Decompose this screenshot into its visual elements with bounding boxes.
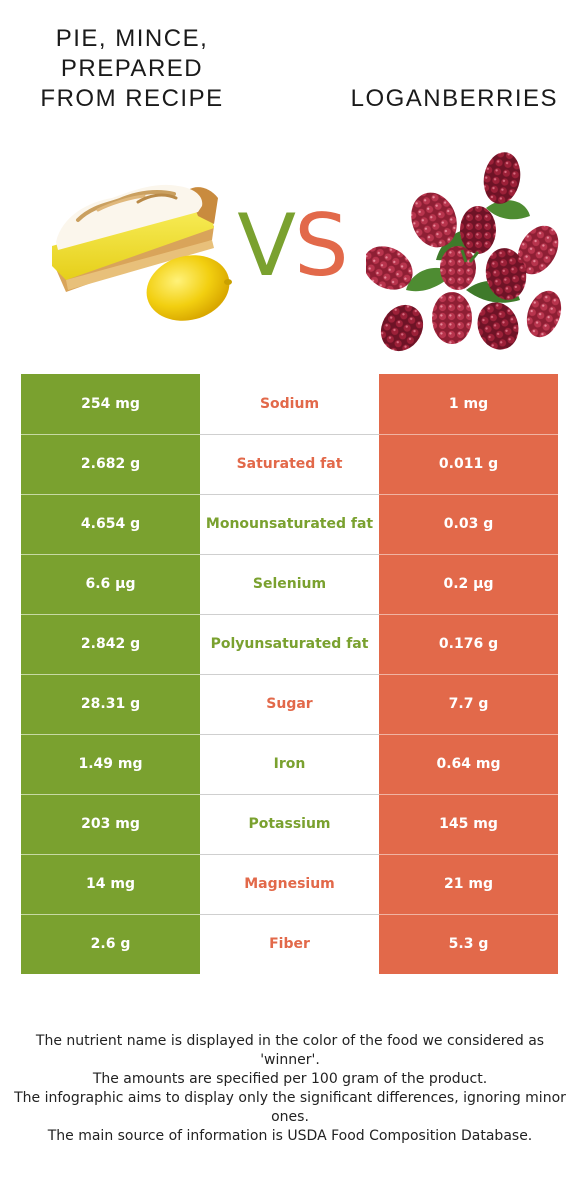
nutrient-name: Magnesium (200, 854, 379, 915)
right-value: 0.011 g (379, 434, 558, 495)
left-food-title: Pie, mince, prepared from recipe (40, 25, 224, 112)
nutrient-name: Iron (200, 734, 379, 795)
vs-v: V (237, 196, 296, 296)
table-row: 28.31 g Sugar 7.7 g (21, 674, 558, 735)
nutrient-name: Saturated fat (200, 434, 379, 495)
nutrient-name: Polyunsaturated fat (200, 614, 379, 675)
left-value: 1.49 mg (21, 734, 200, 795)
left-value: 14 mg (21, 854, 200, 915)
right-value: 0.03 g (379, 494, 558, 555)
nutrient-name: Selenium (200, 554, 379, 615)
left-value: 2.6 g (21, 914, 200, 974)
nutrient-name: Monounsaturated fat (200, 494, 379, 555)
footer-line: The amounts are specified per 100 gram o… (92, 1071, 488, 1087)
right-value: 1 mg (379, 374, 558, 435)
nutrient-name: Potassium (200, 794, 379, 855)
vs-label: VS (222, 196, 362, 296)
left-value: 203 mg (21, 794, 200, 855)
table-row: 14 mg Magnesium 21 mg (21, 854, 558, 915)
left-value: 2.682 g (21, 434, 200, 495)
nutrient-name: Sodium (200, 374, 379, 435)
table-row: 1.49 mg Iron 0.64 mg (21, 734, 558, 795)
left-value: 254 mg (21, 374, 200, 435)
right-food-title: Loganberries (350, 85, 558, 112)
footer-line: The main source of information is USDA F… (47, 1128, 533, 1144)
right-value: 7.7 g (379, 674, 558, 735)
vs-s: S (294, 196, 349, 296)
pie-image (52, 184, 232, 321)
table-row: 2.682 g Saturated fat 0.011 g (21, 434, 558, 495)
table-row: 254 mg Sodium 1 mg (21, 374, 558, 435)
footer-notes: The nutrient name is displayed in the co… (14, 1032, 566, 1146)
loganberries-image (366, 152, 562, 352)
right-value: 5.3 g (379, 914, 558, 974)
right-value: 0.2 µg (379, 554, 558, 615)
footer-line: The nutrient name is displayed in the co… (35, 1033, 545, 1068)
table-row: 4.654 g Monounsaturated fat 0.03 g (21, 494, 558, 555)
table-row: 2.6 g Fiber 5.3 g (21, 914, 558, 974)
nutrient-name: Sugar (200, 674, 379, 735)
footer-line: The infographic aims to display only the… (14, 1090, 566, 1125)
left-value: 4.654 g (21, 494, 200, 555)
right-value: 145 mg (379, 794, 558, 855)
right-value: 0.64 mg (379, 734, 558, 795)
comparison-table: 254 mg Sodium 1 mg 2.682 g Saturated fat 0.01… (21, 374, 558, 974)
left-value: 2.842 g (21, 614, 200, 675)
right-value: 21 mg (379, 854, 558, 915)
left-value: 28.31 g (21, 674, 200, 735)
nutrient-name: Fiber (200, 914, 379, 974)
right-value: 0.176 g (379, 614, 558, 675)
left-value: 6.6 µg (21, 554, 200, 615)
table-row: 6.6 µg Selenium 0.2 µg (21, 554, 558, 615)
table-row: 2.842 g Polyunsaturated fat 0.176 g (21, 614, 558, 675)
table-row: 203 mg Potassium 145 mg (21, 794, 558, 855)
